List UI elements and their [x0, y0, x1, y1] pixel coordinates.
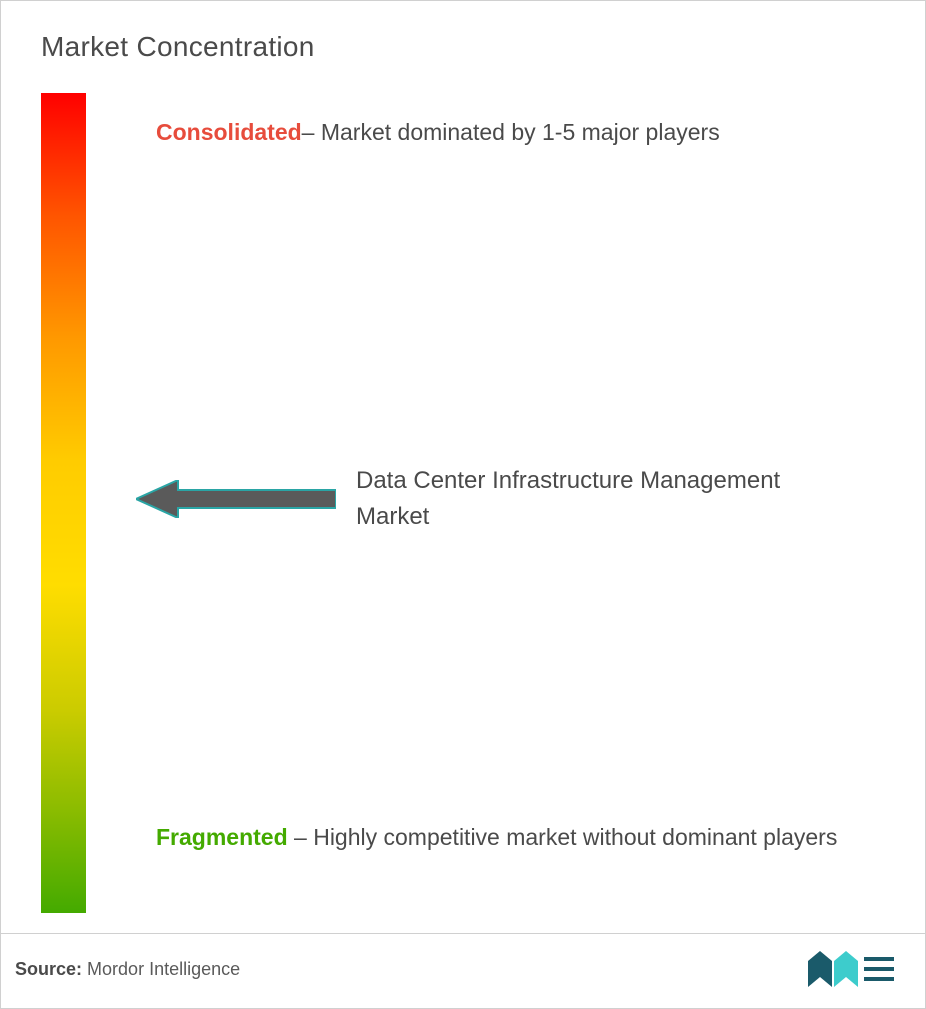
- fragmented-label: Fragmented: [156, 824, 288, 850]
- market-name-label: Data Center Infrastructure Management Ma…: [356, 463, 836, 535]
- infographic-container: Market Concentration Consolidated– Marke…: [0, 0, 926, 1009]
- market-marker: Data Center Infrastructure Management Ma…: [136, 463, 836, 535]
- consolidated-label: Consolidated: [156, 119, 302, 145]
- consolidated-annotation: Consolidated– Market dominated by 1-5 ma…: [156, 108, 720, 156]
- fragmented-description: – Highly competitive market without domi…: [288, 824, 838, 850]
- concentration-gradient-bar: [41, 93, 86, 913]
- arrow-left-icon: [136, 480, 336, 518]
- chart-footer: Source: Mordor Intelligence: [0, 933, 926, 989]
- content-area: Consolidated– Market dominated by 1-5 ma…: [41, 93, 895, 943]
- source-label: Source:: [15, 959, 82, 979]
- consolidated-description: – Market dominated by 1-5 major players: [302, 119, 720, 145]
- mordor-logo-icon: [806, 949, 896, 989]
- source-value: Mordor Intelligence: [87, 959, 240, 979]
- chart-title: Market Concentration: [41, 31, 895, 63]
- fragmented-annotation: Fragmented – Highly competitive market w…: [156, 813, 837, 861]
- source-citation: Source: Mordor Intelligence: [15, 959, 240, 980]
